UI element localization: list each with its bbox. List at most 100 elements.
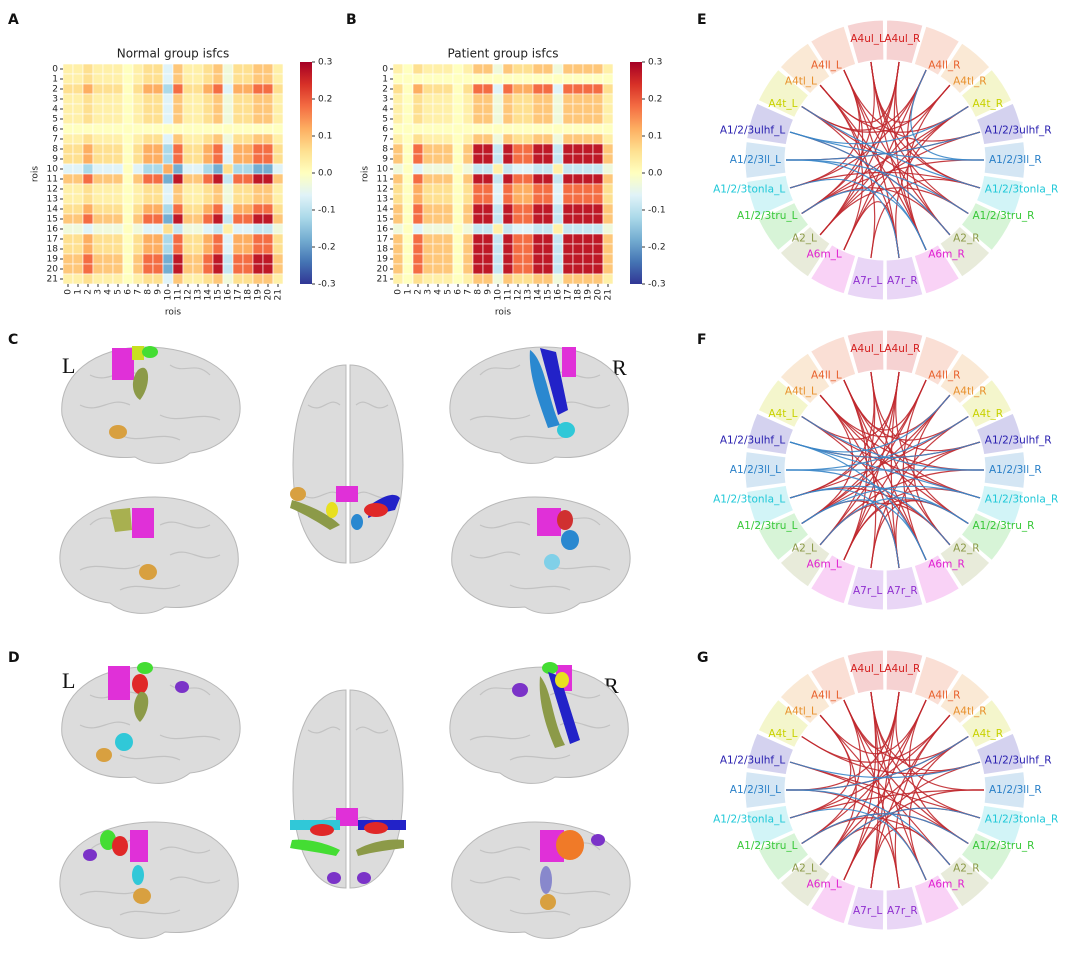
cell: [112, 153, 124, 165]
cell: [152, 183, 164, 195]
cell: [152, 143, 164, 155]
cell: [82, 193, 94, 205]
segment: [757, 68, 810, 119]
cell: [72, 243, 84, 255]
y-tick-label: 2: [382, 85, 388, 95]
cell: [242, 103, 254, 115]
cell: [442, 143, 454, 155]
y-tick-label: 16: [47, 225, 59, 235]
cell: [212, 253, 224, 265]
cell: [102, 73, 114, 85]
cell: [212, 193, 224, 205]
region: [132, 865, 144, 885]
cell: [72, 203, 84, 215]
cell: [202, 193, 214, 205]
cell: [122, 203, 134, 215]
cell: [482, 73, 494, 85]
cell: [602, 173, 614, 185]
cell: [512, 143, 524, 155]
y-tick-label: 19: [377, 255, 389, 265]
cell: [592, 133, 604, 145]
y-tick-label: 1: [382, 75, 388, 85]
cell: [172, 243, 184, 255]
cell: [122, 93, 134, 105]
cell: [182, 203, 194, 215]
cell: [242, 263, 254, 275]
cell: [212, 153, 224, 165]
segment: [960, 378, 1013, 429]
cell: [442, 203, 454, 215]
x-tick-label: 0: [394, 289, 404, 295]
cell: [182, 113, 194, 125]
cell: [102, 183, 114, 195]
cell: [532, 183, 544, 195]
cell: [172, 93, 184, 105]
y-tick-label: 9: [52, 155, 58, 165]
cell: [592, 143, 604, 155]
link: [801, 735, 981, 775]
cell: [512, 153, 524, 165]
cell: [502, 233, 514, 245]
cell: [142, 83, 154, 95]
cell: [472, 163, 484, 175]
cell: [142, 253, 154, 265]
link: [801, 699, 862, 845]
cell: [132, 113, 144, 125]
cell: [192, 103, 204, 115]
cell: [102, 223, 114, 235]
cell: [142, 223, 154, 235]
cell: [92, 203, 104, 215]
cell: [602, 223, 614, 235]
x-tick-label: 10: [164, 289, 174, 301]
cell: [122, 223, 134, 235]
cell: [442, 273, 454, 285]
cell: [62, 103, 74, 115]
x-tick-label: 13: [524, 289, 534, 300]
cell: [522, 123, 534, 135]
cell: [402, 263, 414, 275]
cell: [552, 153, 564, 165]
y-tick-label: 4: [382, 105, 388, 115]
cell: [592, 163, 604, 175]
x-tick-label: 21: [274, 289, 284, 300]
cell: [72, 153, 84, 165]
cell: [232, 93, 244, 105]
segment: [939, 42, 991, 95]
cell: [142, 143, 154, 155]
cell: [202, 233, 214, 245]
cell: [482, 183, 494, 195]
cell: [72, 253, 84, 265]
cell: [392, 193, 404, 205]
node-label: A1/2/3ll_L: [730, 464, 781, 476]
cell: [462, 253, 474, 265]
cell: [152, 253, 164, 265]
cell: [92, 173, 104, 185]
segment: [746, 732, 795, 776]
region: [336, 808, 358, 826]
cell: [522, 93, 534, 105]
cell: [482, 263, 494, 275]
cell: [602, 253, 614, 265]
cell: [412, 193, 424, 205]
node-label: A1/2/3tru_L: [737, 210, 798, 222]
cell: [152, 203, 164, 215]
cell: [252, 123, 264, 135]
region: [326, 502, 338, 518]
x-tick-label: 12: [184, 289, 194, 300]
side-label: L: [62, 353, 75, 378]
cell: [222, 133, 234, 145]
cell: [62, 133, 74, 145]
link: [801, 105, 981, 189]
cell: [122, 263, 134, 275]
cell: [482, 193, 494, 205]
cell: [172, 83, 184, 95]
cell: [102, 273, 114, 285]
segment: [975, 412, 1024, 456]
cell: [462, 233, 474, 245]
segment: [960, 698, 1013, 749]
cell: [72, 73, 84, 85]
region: [142, 346, 158, 358]
cell: [172, 193, 184, 205]
panel-label: C: [8, 332, 18, 348]
cell: [462, 143, 474, 155]
